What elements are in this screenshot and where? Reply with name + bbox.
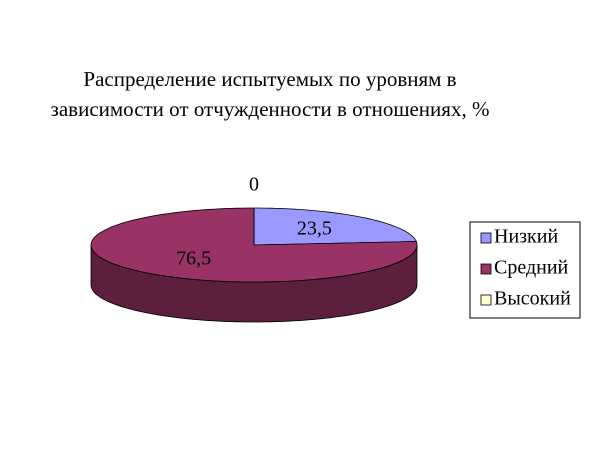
data-label: 76,5 [176,248,211,270]
legend-label: Средний [494,257,569,279]
pie-slice [253,207,417,246]
legend-label: Высокий [494,288,571,310]
legend-label: Низкий [494,226,558,248]
data-label: 23,5 [297,218,332,240]
legend-swatch [480,294,492,306]
chart-title: Распределение испытуемых по уровням в за… [50,67,490,121]
data-label: 0 [249,174,259,196]
legend-swatch [480,232,492,244]
legend-swatch [480,263,492,275]
